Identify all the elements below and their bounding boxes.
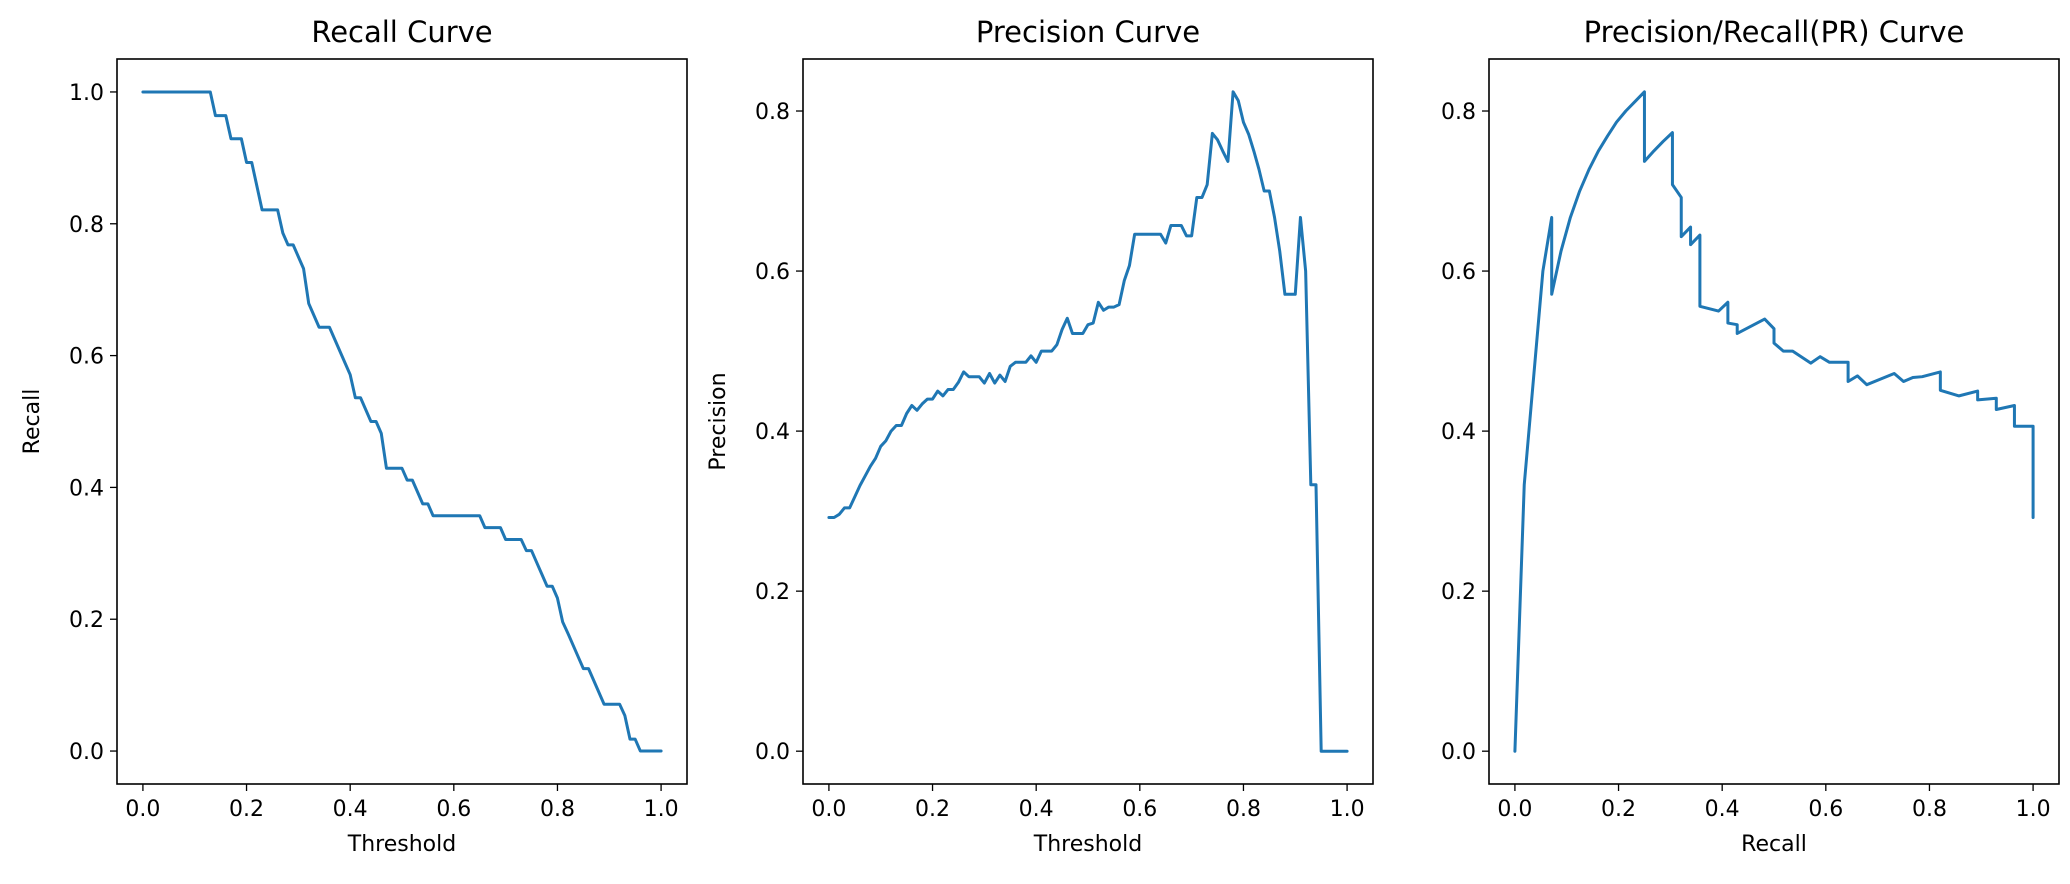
x-tick-label: 0.6 (1808, 797, 1843, 822)
y-tick-label: 0.0 (1441, 740, 1476, 765)
x-tick-label: 1.0 (644, 797, 679, 822)
series-line (141, 90, 663, 753)
series-line (1513, 90, 2035, 753)
x-tick-label: 1.0 (1330, 797, 1365, 822)
series-line (827, 90, 1349, 753)
y-tick-label: 0.0 (69, 740, 104, 765)
y-tick-label: 0.2 (69, 608, 104, 633)
y-tick-label: 0.2 (755, 580, 790, 605)
x-axis-label: Threshold (1033, 832, 1142, 857)
axes-frame (802, 58, 1374, 785)
x-tick-label: 0.6 (436, 797, 471, 822)
x-tick-label: 0.2 (229, 797, 264, 822)
x-tick-label: 0.4 (333, 797, 368, 822)
y-tick-label: 0.4 (755, 420, 790, 445)
y-axis-label: Recall (20, 389, 45, 455)
y-tick-label: 0.8 (755, 100, 790, 125)
x-tick-label: 0.8 (1912, 797, 1947, 822)
y-tick-label: 0.0 (755, 740, 790, 765)
x-tick-label: 0.4 (1705, 797, 1740, 822)
y-tick-label: 1.0 (69, 81, 104, 106)
x-tick-label: 0.8 (1226, 797, 1261, 822)
y-tick-label: 0.8 (69, 213, 104, 238)
chart-title: Precision/Recall(PR) Curve (1584, 15, 1965, 49)
y-tick-label: 0.8 (1441, 100, 1476, 125)
y-tick-label: 0.2 (1441, 580, 1476, 605)
x-tick-label: 0.0 (1497, 797, 1532, 822)
x-tick-label: 0.4 (1019, 797, 1054, 822)
x-axis-label: Recall (1741, 832, 1807, 857)
y-tick-label: 0.6 (1441, 260, 1476, 285)
chart-title: Precision Curve (976, 15, 1200, 49)
chart-panel-2: 0.0 0.2 0.4 0.6 0.8 1.0 0.0 0.2 0.4 0.6 0.8 Precisi… (706, 15, 1374, 857)
chart-panel-3: 0.0 0.2 0.4 0.6 0.8 1.0 0.0 0.2 0.4 0.6 0.8 Precisi… (1441, 15, 2060, 857)
axes-frame (1488, 58, 2060, 785)
axes-frame (116, 58, 688, 785)
x-tick-label: 0.6 (1122, 797, 1157, 822)
chart-panel-1: 0.0 0.2 0.4 0.6 0.8 1.0 0.0 0.2 0.4 0.6 0.8 1.0 Reca… (20, 15, 688, 857)
x-tick-label: 1.0 (2016, 797, 2051, 822)
x-tick-label: 0.2 (1601, 797, 1636, 822)
y-tick-label: 0.6 (755, 260, 790, 285)
y-tick-label: 0.6 (69, 345, 104, 370)
y-tick-label: 0.4 (1441, 420, 1476, 445)
y-tick-label: 0.4 (69, 476, 104, 501)
chart-title: Recall Curve (311, 15, 492, 49)
x-tick-label: 0.8 (540, 797, 575, 822)
y-axis-label: Precision (706, 372, 731, 470)
x-tick-label: 0.2 (915, 797, 950, 822)
x-tick-label: 0.0 (811, 797, 846, 822)
x-tick-label: 0.0 (125, 797, 160, 822)
x-axis-label: Threshold (347, 832, 456, 857)
